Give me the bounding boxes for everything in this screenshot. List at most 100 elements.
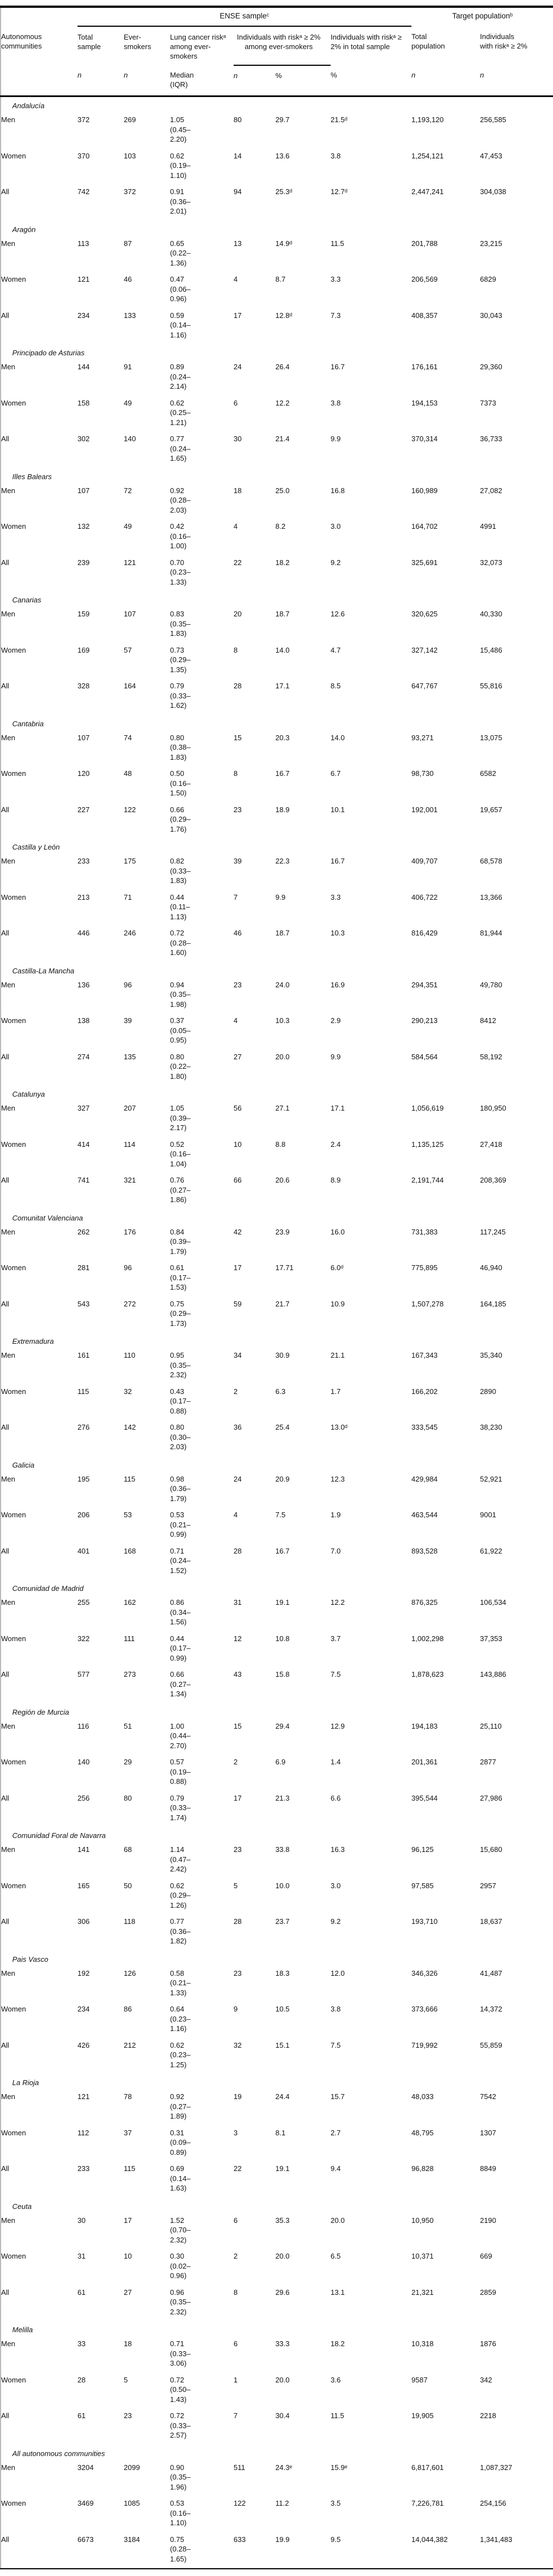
- cell-risk-pct-among: 7.5: [275, 1511, 286, 1519]
- cell-risk-pct-among: 18.7: [275, 929, 290, 937]
- median-value: 0.72: [170, 2411, 185, 2420]
- cell-total-sample: 61: [77, 2288, 86, 2297]
- cell-risk-pct-total: 16.3: [331, 1845, 345, 1854]
- cell-risk-target-n: 35,340: [480, 1351, 502, 1359]
- cell-risk-target-n: 180,950: [480, 1104, 507, 1112]
- median-value: 0.79: [170, 682, 185, 690]
- header-group-row: ENSE sampleᶜ Target populationᵇ: [1, 7, 553, 27]
- cell-total-sample: 543: [77, 1299, 90, 1308]
- cell-total-sample: 281: [77, 1263, 90, 1272]
- cell-ever-smokers: 372: [124, 187, 136, 196]
- cell-risk-pct-total: 13.0ᵈ: [331, 1423, 348, 1431]
- iqr-value: (0.11–1.13): [170, 903, 190, 921]
- cell-ever-smokers: 3184: [124, 2535, 140, 2544]
- group-name: Ceuta: [12, 2202, 32, 2211]
- cell-median-iqr: 0.69 (0.14–1.63): [170, 2162, 234, 2198]
- cell-risk-pct-total: 14.0: [331, 733, 345, 742]
- table-row: Women 206 53 0.53 (0.21–0.99) 4 7.5 1.9 463,544 9…: [1, 1508, 553, 1544]
- cell-risk-pct-total: 2.7: [331, 2128, 341, 2137]
- cell-total-population: 6,817,601: [411, 2463, 444, 2472]
- row-label: Women: [1, 2252, 26, 2260]
- cell-risk-pct-among: 25.3ᵈ: [275, 187, 293, 196]
- cell-risk-pct-among: 20.0: [275, 2375, 290, 2384]
- cell-risk-pct-total: 3.5: [331, 2499, 341, 2507]
- iqr-value: (0.33–2.57): [170, 2421, 191, 2440]
- data-table: ENSE sampleᶜ Target populationᵇ Autonomo…: [0, 6, 553, 2569]
- cell-ever-smokers: 114: [124, 1140, 135, 1149]
- cell-total-sample: 239: [77, 558, 90, 567]
- cell-risk-pct-total: 2.4: [331, 1140, 341, 1149]
- cell-median-iqr: 0.79 (0.33–1.74): [170, 1791, 234, 1827]
- cell-risk-n: 20: [234, 610, 242, 618]
- median-value: 0.95: [170, 1351, 185, 1359]
- cell-risk-n: 24: [234, 363, 242, 371]
- cell-risk-n: 5: [234, 1881, 238, 1890]
- cell-total-sample: 132: [77, 522, 90, 530]
- table-row: Women 121 46 0.47 (0.06–0.96) 4 8.7 3.3 206,569 6…: [1, 272, 553, 308]
- cell-risk-pct-among: 17.1: [275, 682, 290, 690]
- median-value: 0.89: [170, 363, 185, 371]
- cell-ever-smokers: 96: [124, 980, 132, 989]
- iqr-value: (0.29–1.76): [170, 815, 191, 833]
- table-row: All 741 321 0.76 (0.27–1.86) 66 20.6 8.9 2,191,7…: [1, 1173, 553, 1209]
- table-row: Men 107 74 0.80 (0.38–1.83) 15 20.3 14.0 93,271 1…: [1, 731, 553, 767]
- cell-risk-pct-among: 23.9: [275, 1227, 290, 1236]
- cell-total-population: 21,321: [411, 2288, 434, 2297]
- cell-total-sample: 121: [77, 2092, 90, 2101]
- cell-risk-pct-total: 15.7: [331, 2092, 345, 2101]
- iqr-value: (0.50–1.43): [170, 2385, 191, 2404]
- cell-total-sample: 322: [77, 1634, 90, 1643]
- iqr-value: (0.14–1.16): [170, 321, 191, 339]
- cell-risk-pct-total: 12.0: [331, 1969, 345, 1977]
- group-name: Andalucía: [12, 102, 45, 110]
- cell-ever-smokers: 212: [124, 2040, 136, 2049]
- row-label: All: [1, 435, 9, 443]
- cell-total-sample: 113: [77, 239, 89, 248]
- cell-median-iqr: 0.75 (0.29–1.73): [170, 1297, 234, 1333]
- cell-risk-pct-among: 21.7: [275, 1299, 290, 1308]
- iqr-value: (0.36–1.79): [170, 1484, 191, 1503]
- cell-total-population: 327,142: [411, 645, 438, 654]
- table-row: Men 192 126 0.58 (0.21–1.33) 23 18.3 12.0 346,32…: [1, 1966, 553, 2003]
- cell-risk-pct-total: 11.5: [331, 239, 345, 248]
- cell-risk-pct-total: 6.6: [331, 1793, 341, 1802]
- cell-median-iqr: 0.53 (0.21–0.99): [170, 1508, 234, 1544]
- row-label: Women: [1, 2128, 26, 2137]
- table-row: Men 33 18 0.71 (0.33–3.06) 6 33.3 18.2 10,318 187…: [1, 2337, 553, 2373]
- row-label: Men: [1, 2216, 16, 2225]
- group-name: Región de Murcia: [12, 1707, 69, 1716]
- table-row: Women 138 39 0.37 (0.05–0.95) 4 10.3 2.9 290,213…: [1, 1014, 553, 1050]
- cell-median-iqr: 0.77 (0.36–1.82): [170, 1914, 234, 1951]
- cell-total-sample: 255: [77, 1598, 90, 1607]
- median-value: 0.98: [170, 1474, 185, 1483]
- cell-total-population: 1,507,278: [411, 1299, 444, 1308]
- cell-risk-pct-among: 12.8ᵈ: [275, 311, 293, 320]
- iqr-value: (0.35–2.32): [170, 1361, 191, 1379]
- table-row: Men 372 269 1.05 (0.45–2.20) 80 29.7 21.5ᵈ 1,193…: [1, 113, 553, 149]
- cell-ever-smokers: 23: [124, 2411, 132, 2420]
- cell-ever-smokers: 49: [124, 398, 132, 407]
- iqr-value: (0.27–1.34): [170, 1680, 191, 1699]
- iqr-value: (0.35–1.98): [170, 990, 191, 1009]
- cell-risk-n: 94: [234, 187, 242, 196]
- cell-total-population: 201,361: [411, 1758, 438, 1766]
- cell-risk-pct-among: 20.9: [275, 1474, 290, 1483]
- cell-risk-pct-among: 35.3: [275, 2216, 290, 2225]
- median-value: 0.79: [170, 1793, 185, 1802]
- row-label: All: [1, 558, 9, 567]
- cell-risk-pct-total: 18.2: [331, 2339, 345, 2348]
- cell-risk-pct-among: 12.2: [275, 398, 290, 407]
- iqr-value: (0.36–1.82): [170, 1927, 191, 1946]
- cell-total-sample: 227: [77, 805, 90, 814]
- cell-risk-n: 80: [234, 115, 242, 124]
- cell-risk-target-n: 342: [480, 2375, 492, 2384]
- cell-ever-smokers: 96: [124, 1263, 132, 1272]
- cell-risk-pct-among: 18.9: [275, 805, 290, 814]
- cell-risk-pct-among: 30.9: [275, 1351, 290, 1359]
- cell-ever-smokers: 80: [124, 1793, 132, 1802]
- cell-risk-pct-among: 20.0: [275, 1052, 290, 1061]
- cell-total-population: 10,371: [411, 2252, 434, 2260]
- cell-total-sample: 328: [77, 682, 90, 690]
- table-row: Women 140 29 0.57 (0.19–0.88) 2 6.9 1.4 201,361 2…: [1, 1755, 553, 1791]
